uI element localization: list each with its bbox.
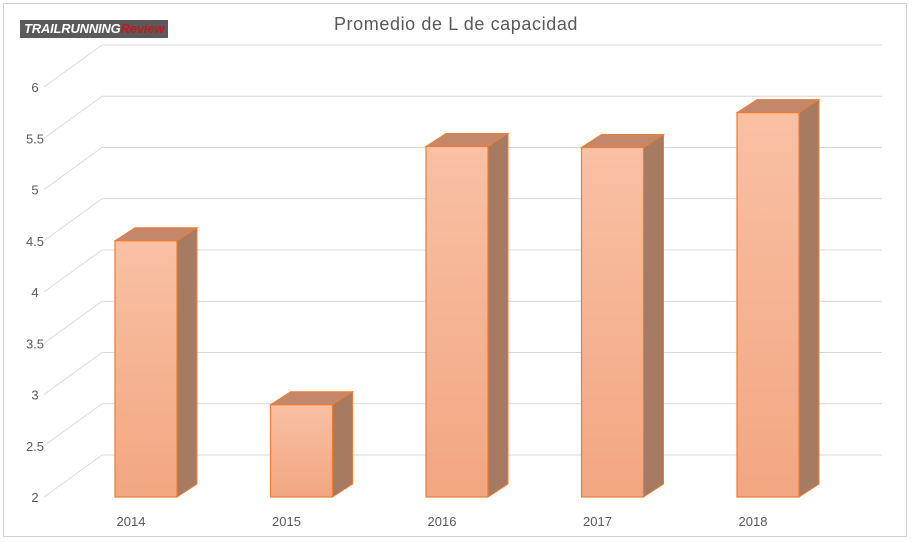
gridline-diagonal (43, 249, 103, 293)
bar-front-face (269, 404, 334, 498)
trailrunning-review-logo: TRAILRUNNINGReview (20, 20, 169, 38)
x-tick-label: 2016 (428, 514, 457, 529)
y-tick-label: 5 (31, 183, 38, 198)
bar-front-face (425, 145, 489, 498)
gridline-diagonal (43, 198, 103, 242)
bar-2016 (424, 132, 510, 498)
gridline-diagonal (43, 352, 103, 395)
gridline-diagonal (43, 44, 103, 88)
bar-front-face (736, 112, 800, 498)
y-tick-label: 5.5 (26, 131, 44, 146)
y-tick-label: 4 (31, 285, 38, 300)
bar-front-face (580, 146, 645, 498)
chart-title: Promedio de L de capacidad (334, 14, 578, 34)
bar-side-face (176, 226, 198, 498)
bar-side-face (643, 133, 664, 498)
x-tick-label: 2014 (117, 514, 146, 529)
x-tick-label: 2018 (739, 514, 768, 529)
bar-2015 (268, 390, 355, 498)
bars (113, 98, 821, 498)
x-tick-label: 2015 (272, 514, 301, 529)
y-tick-label: 3 (31, 388, 38, 403)
bar-2017 (579, 133, 666, 498)
y-tick-label: 6 (31, 80, 38, 95)
bar-2018 (735, 98, 821, 498)
gridline-diagonal (43, 147, 103, 190)
bar-side-face (332, 390, 353, 498)
bar-front-face (114, 240, 178, 498)
gridline-diagonal (43, 454, 103, 498)
logo-text-review: Review (120, 21, 165, 36)
y-tick-label: 4.5 (26, 234, 44, 249)
gridline-diagonal (43, 95, 103, 139)
logo-text-trailrunning: TRAILRUNNING (24, 21, 121, 36)
y-tick-label: 2 (31, 490, 38, 505)
y-tick-label: 3.5 (26, 336, 44, 351)
x-tick-label: 2017 (583, 514, 612, 529)
gridline-diagonal (43, 300, 103, 344)
bar-2014 (113, 226, 199, 498)
bar-side-face (798, 98, 820, 498)
x-axis-tick-labels: 2014 2015 2016 2017 2018 (117, 514, 768, 529)
y-tick-label: 2.5 (26, 439, 44, 454)
gridline-diagonal (43, 403, 103, 447)
y-axis-tick-labels: 2 2.5 3 3.5 4 4.5 5 5.5 6 (26, 80, 44, 505)
bar-side-face (487, 132, 509, 498)
